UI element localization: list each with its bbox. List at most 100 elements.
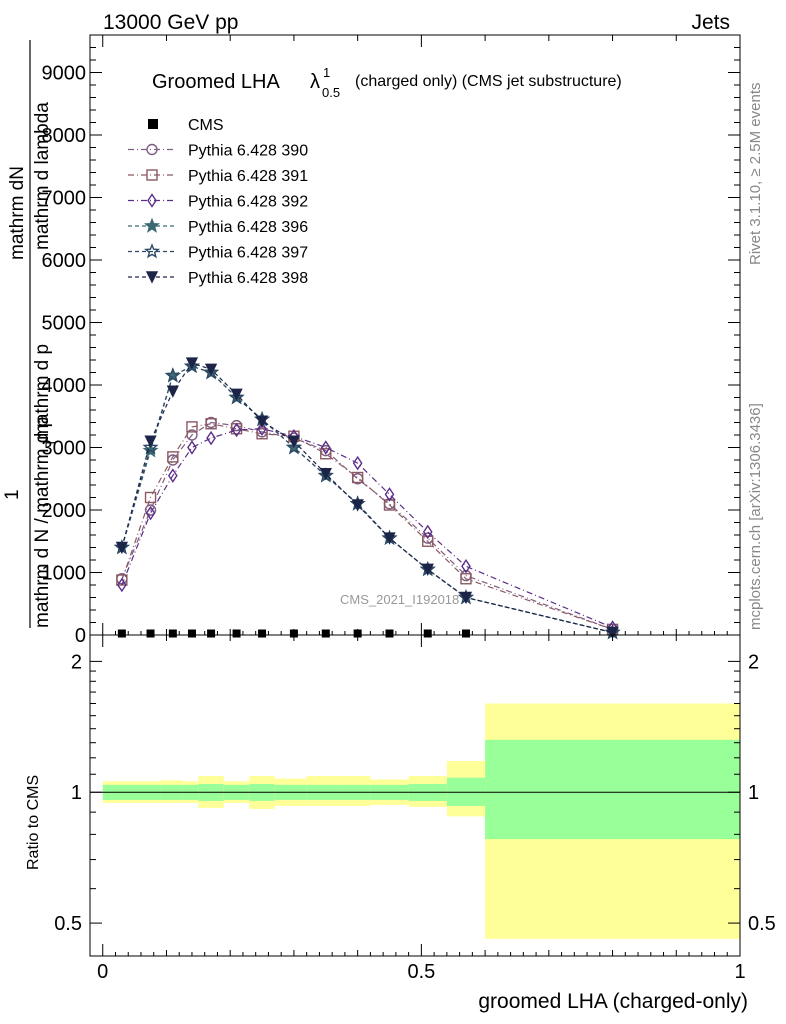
series-3-point	[117, 577, 127, 593]
series-2-point	[167, 451, 179, 463]
ratio-y-axis-label: Ratio to CMS	[25, 775, 42, 870]
rivet-label: Rivet 3.1.10, ≥ 2.5M events	[747, 83, 764, 266]
title-rest: (charged only) (CMS jet substructure)	[355, 73, 622, 90]
series-5-point	[142, 439, 159, 455]
cms-data-point	[168, 629, 177, 638]
x-axis-label: groomed LHA (charged-only)	[478, 990, 748, 1013]
series-2-point	[351, 471, 364, 484]
cms-data-point	[353, 629, 362, 638]
series-6-point	[166, 385, 179, 398]
series-line-3	[121, 428, 613, 629]
legend-marker-5	[143, 243, 161, 259]
title-main: Groomed LHA	[152, 71, 280, 93]
ylabel-line-2: mathrm dN	[7, 166, 28, 260]
series-2-point	[256, 428, 268, 440]
legend-marker-2	[146, 169, 158, 181]
main-y-tick-label: 4000	[42, 375, 87, 397]
legend-marker-1	[146, 143, 158, 156]
series-6-point	[459, 591, 473, 605]
ratio-x-tick-labels: 0 0.5 1	[97, 961, 745, 983]
ratio-x-tick-label: 0.5	[407, 961, 435, 983]
series-3-point	[168, 468, 178, 483]
ylabel-prefix: 1	[2, 489, 23, 500]
cms-data-point	[258, 629, 267, 638]
mcplots-label: mcplots.cern.ch [arXiv:1306.3436]	[747, 403, 764, 630]
cms-data-point	[117, 629, 126, 638]
series-6-point	[204, 363, 218, 376]
series-1-point	[144, 504, 157, 516]
ratio-x-tick-label: 0	[97, 961, 108, 983]
main-y-tick-label: 5000	[42, 313, 87, 335]
watermark: CMS_2021_I1920187	[340, 592, 467, 607]
series-5-point	[164, 367, 181, 383]
main-y-tick-label: 6000	[42, 250, 87, 272]
series-6-point	[606, 626, 619, 640]
ylabel-denominator: mathrm d N / mathrm d p	[32, 417, 53, 628]
series-6-point	[319, 468, 332, 481]
title-lambda: λ	[310, 71, 320, 93]
ratio-axis-ticks	[90, 635, 741, 956]
legend-label-3: Pythia 6.428 392	[188, 194, 308, 211]
cms-data-point	[461, 629, 470, 638]
series-3-point	[320, 440, 331, 455]
legend-marker-6	[145, 271, 159, 284]
main-y-axis-label: mathrm d lambda mathrm dN mathrm d p T 1…	[2, 40, 58, 628]
ratio-y-tick-label-right: 1	[748, 782, 759, 804]
series-6-point	[144, 435, 157, 448]
series-2-point	[116, 574, 128, 586]
legend-label-4: Pythia 6.428 396	[188, 219, 308, 236]
legend-label-1: Pythia 6.428 390	[188, 143, 308, 160]
series-2-point	[460, 573, 472, 585]
main-y-tick-label: 1000	[42, 563, 87, 585]
series-6-point	[230, 388, 243, 401]
ratio-x-tick-label: 1	[734, 961, 745, 983]
series-5-point	[285, 439, 302, 455]
series-3-point	[231, 422, 242, 438]
cms-data-point	[187, 629, 196, 638]
cms-data-point	[207, 629, 216, 638]
ratio-y-tick-label-right: 2	[748, 651, 759, 673]
series-3-point	[384, 487, 395, 502]
series-2-point	[144, 491, 157, 504]
cms-data-point	[321, 629, 330, 638]
ratio-y-tick-labels: 0.5 0.5 1 1 2 2	[54, 651, 776, 935]
header-left: 13000 GeV pp	[103, 11, 238, 34]
series-6-point	[255, 415, 269, 428]
legend-label-cms: CMS	[188, 117, 224, 134]
series-6-point	[383, 532, 396, 545]
ratio-bands-layer	[90, 703, 740, 939]
main-y-tick-label: 8000	[42, 125, 87, 147]
legend-label-6: Pythia 6.428 398	[188, 270, 308, 287]
series-6-point	[115, 541, 128, 555]
ratio-stat-band	[485, 739, 740, 840]
legend-marker-cms	[148, 119, 158, 129]
main-series-layer	[113, 357, 621, 640]
main-y-tick-labels: 0 1000 2000 3000 4000 5000 6000 7000 8000 9000	[42, 63, 87, 648]
ylabel-line-3: mathrm d p	[32, 344, 53, 440]
legend-label-5: Pythia 6.428 397	[188, 245, 308, 262]
cms-data-point	[232, 629, 241, 638]
ratio-y-tick-label: 2	[71, 651, 82, 673]
main-y-tick-label: 0	[75, 625, 86, 647]
main-y-tick-label: 2000	[42, 500, 87, 522]
series-3-point	[187, 440, 197, 455]
series-6-point	[421, 563, 434, 576]
cms-data-point	[289, 629, 298, 638]
header-right: Jets	[691, 11, 730, 34]
main-y-tick-label: 7000	[42, 188, 87, 210]
ratio-plot-frame	[89, 634, 741, 957]
cms-data-point	[385, 629, 394, 638]
plot-title: Groomed LHA λ 1 0.5 (charged only) (CMS …	[152, 65, 622, 100]
legend: CMS Pythia 6.428 390 Pythia 6.428 391 Pythi…	[128, 117, 308, 287]
series-3-point	[461, 558, 471, 574]
series-3-point	[206, 430, 216, 446]
legend-marker-4	[143, 217, 161, 233]
series-2-point	[320, 448, 332, 460]
ylabel-sub-t: T	[42, 438, 58, 447]
series-2-point	[186, 421, 198, 433]
title-sub: 0.5	[322, 85, 340, 100]
series-3-point	[352, 455, 363, 471]
main-y-tick-label: 3000	[42, 438, 87, 460]
series-6-point	[287, 435, 301, 448]
